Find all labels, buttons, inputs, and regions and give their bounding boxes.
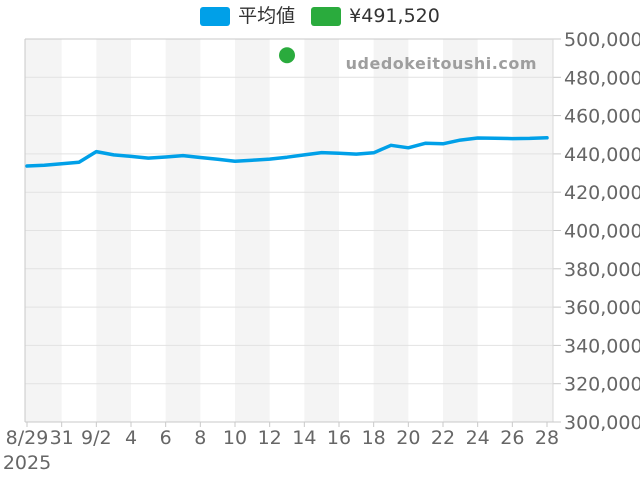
y-axis-label: 320,000 bbox=[564, 374, 640, 396]
legend: 平均値 ¥491,520 bbox=[0, 7, 640, 26]
x-axis-label: 31 bbox=[50, 427, 74, 449]
legend-label-point[interactable]: ¥491,520 bbox=[349, 5, 440, 27]
y-axis-label: 300,000 bbox=[564, 412, 640, 434]
average-price-line bbox=[25, 136, 549, 168]
x-axis-label: 4 bbox=[125, 427, 137, 449]
y-axis-label: 400,000 bbox=[564, 221, 640, 243]
x-axis-label: 18 bbox=[362, 427, 386, 449]
sale-price-point bbox=[279, 47, 295, 64]
x-axis-label: 9/2 bbox=[81, 427, 112, 449]
y-axis-label: 340,000 bbox=[564, 335, 640, 357]
legend-item-average[interactable]: 平均値 bbox=[200, 7, 295, 26]
watermark: udedokeitoushi.com bbox=[345, 54, 537, 73]
x-axis-year-label: 2025 bbox=[3, 452, 51, 474]
y-axis-label: 420,000 bbox=[564, 182, 640, 204]
legend-item-point[interactable]: ¥491,520 bbox=[311, 7, 440, 26]
x-axis-label: 16 bbox=[327, 427, 351, 449]
y-axis-label: 380,000 bbox=[564, 259, 640, 281]
legend-swatch-point[interactable] bbox=[311, 7, 342, 26]
legend-label-average[interactable]: 平均値 bbox=[238, 5, 296, 27]
y-axis-label: 440,000 bbox=[564, 144, 640, 166]
y-axis-label: 480,000 bbox=[564, 67, 640, 89]
x-axis-label: 22 bbox=[431, 427, 455, 449]
x-axis-label: 10 bbox=[223, 427, 247, 449]
legend-swatch-average[interactable] bbox=[200, 7, 231, 26]
x-axis-label: 24 bbox=[466, 427, 490, 449]
x-axis-label: 26 bbox=[500, 427, 524, 449]
x-axis-label: 28 bbox=[535, 427, 559, 449]
y-axis-label: 460,000 bbox=[564, 106, 640, 128]
y-axis-label: 500,000 bbox=[564, 29, 640, 51]
x-axis-label: 8 bbox=[194, 427, 206, 449]
x-axis-label: 20 bbox=[396, 427, 420, 449]
x-axis-label: 6 bbox=[160, 427, 172, 449]
x-axis-label: 8/29 bbox=[6, 427, 49, 449]
x-axis-label: 14 bbox=[292, 427, 316, 449]
y-axis-label: 360,000 bbox=[564, 297, 640, 319]
x-axis-label: 12 bbox=[258, 427, 282, 449]
